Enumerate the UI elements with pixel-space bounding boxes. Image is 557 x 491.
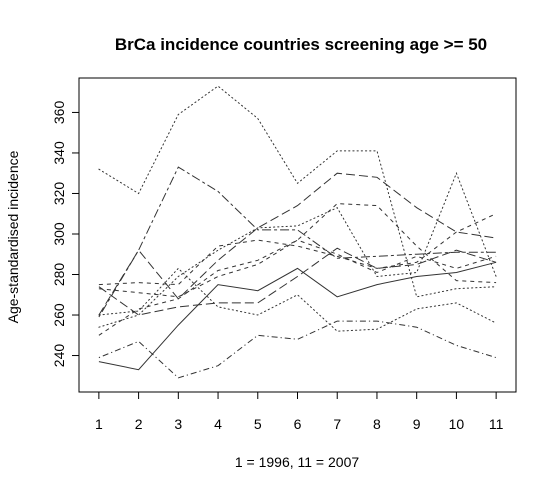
y-tick-label: 280	[51, 263, 67, 287]
x-tick-label: 5	[254, 416, 262, 432]
y-tick-label: 320	[51, 182, 67, 206]
series-line-10	[99, 268, 496, 331]
y-axis-label: Age-standardised incidence	[5, 150, 21, 323]
chart-title: BrCa incidence countries screening age >…	[115, 35, 487, 54]
plot-frame	[79, 78, 516, 392]
y-tick-label: 300	[51, 222, 67, 246]
series-line-4	[99, 173, 496, 315]
x-tick-label: 6	[294, 416, 302, 432]
y-tick-label: 340	[51, 141, 67, 165]
x-tick-label: 2	[135, 416, 143, 432]
x-axis: 1 2 3 4 5 6 7 8 9 10 11	[95, 392, 504, 432]
x-tick-label: 8	[373, 416, 381, 432]
series-line-3	[99, 321, 496, 378]
series-line-1	[99, 262, 496, 369]
x-tick-label: 4	[214, 416, 222, 432]
x-tick-label: 7	[333, 416, 341, 432]
x-tick-label: 9	[413, 416, 421, 432]
series-line-11	[99, 248, 496, 315]
y-axis: 240 260 280 300 320 340 360	[51, 101, 79, 368]
y-tick-label: 240	[51, 344, 67, 368]
x-tick-label: 3	[174, 416, 182, 432]
series-line-8	[99, 173, 496, 327]
x-tick-label: 10	[449, 416, 465, 432]
y-tick-label: 260	[51, 303, 67, 327]
series-line-2	[99, 86, 496, 297]
x-axis-label: 1 = 1996, 11 = 2007	[235, 454, 360, 470]
x-tick-label: 1	[95, 416, 103, 432]
series-layer	[99, 86, 496, 378]
y-tick-label: 360	[51, 101, 67, 125]
x-tick-label: 11	[489, 416, 504, 432]
